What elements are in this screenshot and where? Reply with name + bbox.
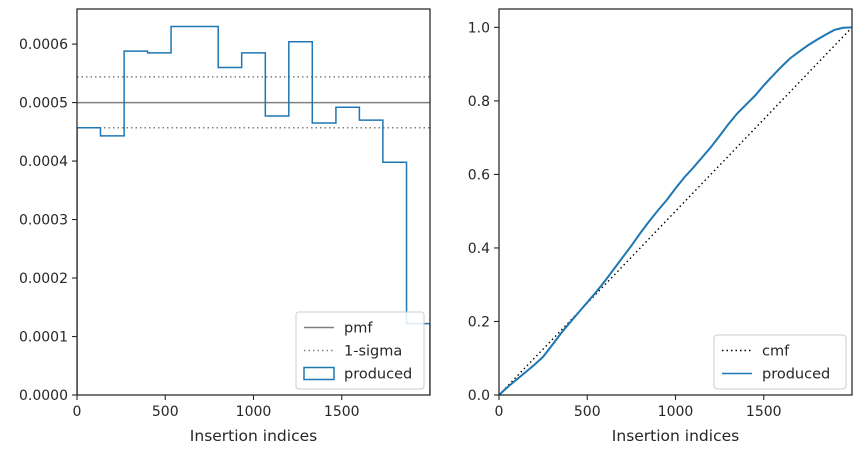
x-tick-label: 1500	[746, 404, 782, 420]
legend-handle-produced	[303, 366, 335, 381]
y-tick-label: 0.0002	[19, 271, 68, 287]
y-tick-label: 0.0	[468, 388, 490, 404]
legend-box	[295, 311, 425, 390]
y-tick-label: 0.0006	[19, 37, 68, 53]
y-tick-label: 0.4	[468, 241, 490, 257]
x-tick-label: 500	[152, 404, 179, 420]
x-tick-label: 0	[73, 404, 82, 420]
x-tick-label: 500	[574, 404, 601, 420]
x-ticks: 0 500 1000 1500	[495, 395, 782, 420]
y-tick-label: 0.0001	[19, 330, 68, 346]
legend-label-1-sigma: 1-sigma	[344, 344, 402, 360]
legend-label-produced: produced	[344, 367, 412, 383]
legend: pmf 1-sigma produced	[295, 311, 425, 390]
y-tick-label: 0.6	[468, 167, 490, 183]
y-tick-label: 0.0003	[19, 213, 68, 229]
legend: cmf produced	[713, 334, 847, 390]
series-produced-line	[499, 26, 852, 395]
y-ticks: 0.0 0.2 0.4 0.6 0.8 1.0	[468, 20, 499, 404]
legend-label-produced: produced	[762, 367, 830, 383]
legend-box	[713, 334, 847, 390]
y-ticks: 0.0000 0.0001 0.0002 0.0003 0.0004 0.0005 0.00…	[19, 37, 77, 404]
y-tick-label: 1.0	[468, 20, 490, 36]
y-tick-label: 0.2	[468, 314, 490, 330]
x-tick-label: 1000	[236, 404, 272, 420]
x-ticks: 0 500 1000 1500	[73, 395, 360, 420]
x-tick-label: 1000	[658, 404, 694, 420]
pmf-histogram-panel: 0 500 1000 1500 0.00000.00010.00020.00030.0…	[19, 8, 431, 445]
cmf-panel: 0 500 1000 1500 0.0 0.2 0.4 0.6 0.8 1.0 Insertio…	[468, 8, 853, 445]
x-tick-label: 0	[495, 404, 504, 420]
y-tick-label: 0.0000	[19, 388, 68, 404]
x-axis-label: Insertion indices	[190, 427, 317, 445]
y-tick-label: 0.0004	[19, 154, 68, 170]
plot-area	[77, 25, 430, 395]
x-tick-label: 1500	[324, 404, 360, 420]
x-axis-label: Insertion indices	[612, 427, 739, 445]
series-produced-step	[77, 25, 430, 395]
y-tick-label: 0.8	[468, 94, 490, 110]
legend-label-cmf: cmf	[762, 344, 790, 360]
legend-label-pmf: pmf	[344, 321, 373, 337]
y-tick-label: 0.0005	[19, 96, 68, 112]
plot-area	[499, 26, 852, 395]
